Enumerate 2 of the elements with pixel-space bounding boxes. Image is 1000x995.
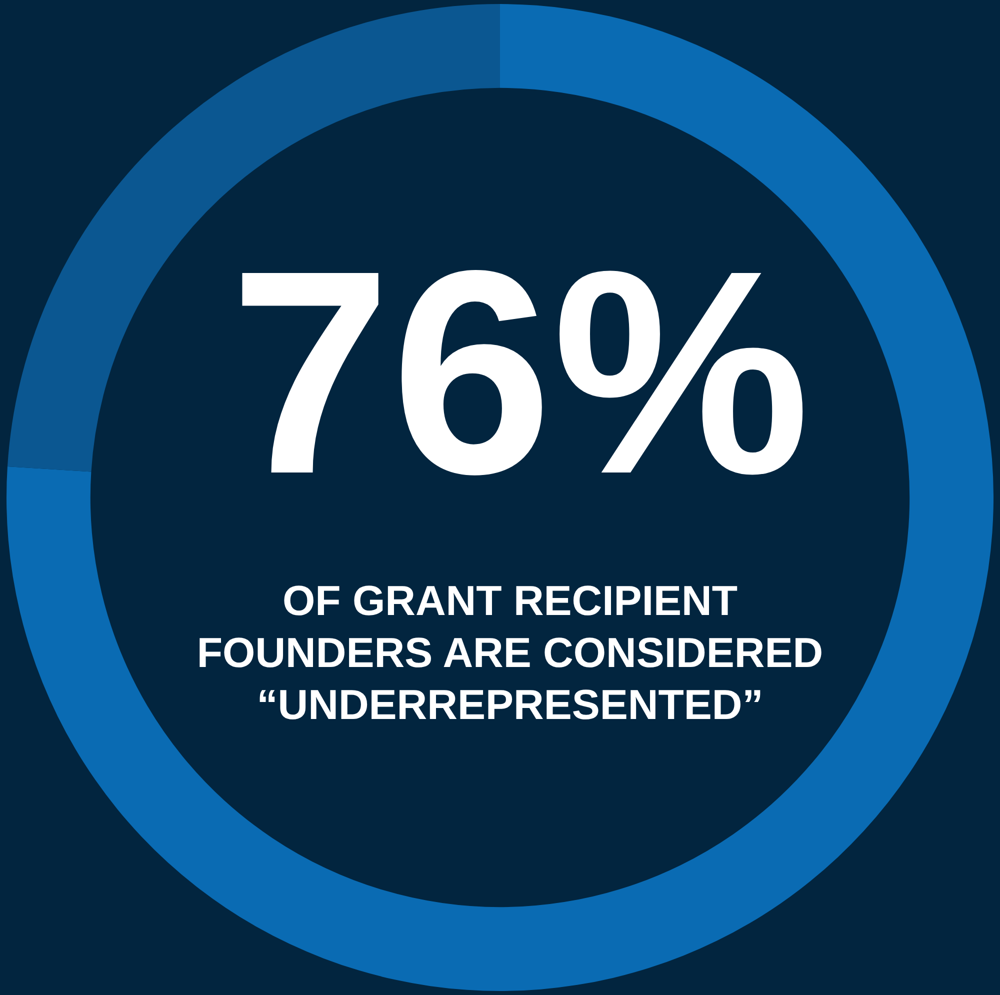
text: OF GRANT RECIPIENT FOUNDERS ARE CONSIDERED “UNDERREPRESENTED” [196, 576, 824, 730]
data-label: 76% [230, 210, 810, 534]
